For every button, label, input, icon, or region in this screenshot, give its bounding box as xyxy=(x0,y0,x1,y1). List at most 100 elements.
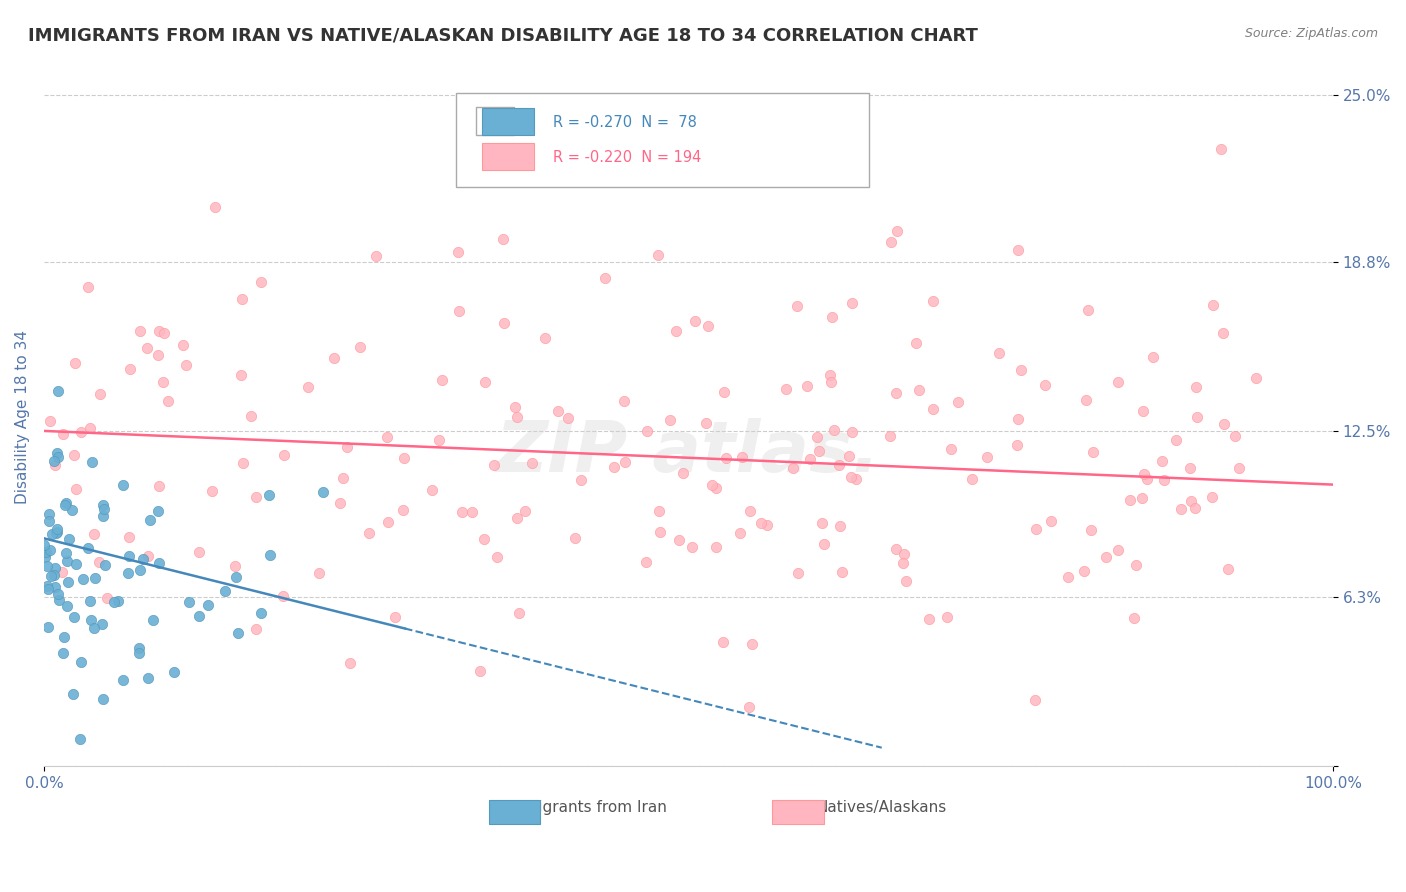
Point xyxy=(79,594,101,608)
Point xyxy=(70,425,93,439)
Point xyxy=(45,524,67,539)
Point xyxy=(117,566,139,581)
Point xyxy=(201,483,224,498)
Point xyxy=(613,455,636,469)
Point xyxy=(831,565,853,579)
Point xyxy=(450,505,472,519)
Point xyxy=(886,224,908,238)
Point xyxy=(1077,302,1099,317)
Point xyxy=(79,421,101,435)
Point xyxy=(841,296,863,310)
Point xyxy=(884,542,907,557)
Point xyxy=(232,456,254,470)
Point xyxy=(704,540,727,554)
Point xyxy=(472,533,495,547)
Point xyxy=(39,568,62,582)
Point xyxy=(447,244,470,259)
Point xyxy=(55,545,77,559)
Point xyxy=(571,473,593,487)
Point xyxy=(1010,362,1032,376)
Point xyxy=(135,341,157,355)
Point xyxy=(60,503,83,517)
Point xyxy=(648,524,671,539)
Point xyxy=(83,527,105,541)
Point xyxy=(38,507,60,521)
Point xyxy=(634,555,657,569)
Point xyxy=(177,595,200,609)
Point xyxy=(786,300,808,314)
Point xyxy=(42,567,65,582)
Point xyxy=(1135,472,1157,486)
Text: Immigrants from Iran: Immigrants from Iran xyxy=(503,800,666,815)
Point xyxy=(204,200,226,214)
Point xyxy=(53,498,76,512)
Point xyxy=(787,566,810,581)
FancyBboxPatch shape xyxy=(475,107,515,135)
Point xyxy=(939,442,962,456)
Point xyxy=(564,531,586,545)
Point xyxy=(818,368,841,382)
Point xyxy=(46,522,69,536)
Point xyxy=(447,304,470,318)
Point xyxy=(37,582,59,596)
Point xyxy=(1170,502,1192,516)
Point xyxy=(89,555,111,569)
Point xyxy=(936,609,959,624)
Point xyxy=(136,672,159,686)
Text: R = -0.270  N =  78: R = -0.270 N = 78 xyxy=(553,115,697,129)
Point xyxy=(80,455,103,469)
Point xyxy=(593,270,616,285)
Point xyxy=(841,425,863,439)
Point xyxy=(375,430,398,444)
Point xyxy=(94,558,117,572)
Point xyxy=(1202,298,1225,312)
Point xyxy=(533,331,555,345)
Point xyxy=(756,518,779,533)
Point xyxy=(226,626,249,640)
Point xyxy=(93,502,115,516)
Point xyxy=(1005,438,1028,452)
Point xyxy=(839,469,862,483)
Point xyxy=(492,317,515,331)
Point xyxy=(35,558,58,573)
Text: Source: ZipAtlas.com: Source: ZipAtlas.com xyxy=(1244,27,1378,40)
Point xyxy=(107,594,129,608)
Point xyxy=(349,341,371,355)
Point xyxy=(879,429,901,443)
Point xyxy=(329,496,352,510)
Point xyxy=(731,450,754,465)
Y-axis label: Disability Age 18 to 34: Disability Age 18 to 34 xyxy=(15,331,30,505)
Point xyxy=(45,526,67,541)
Point xyxy=(648,504,671,518)
Point xyxy=(823,424,845,438)
Point xyxy=(259,548,281,562)
Point xyxy=(46,384,69,398)
Point xyxy=(749,516,772,530)
Point xyxy=(339,656,361,670)
Point xyxy=(90,617,112,632)
Point xyxy=(922,294,945,309)
Point xyxy=(683,314,706,328)
Point xyxy=(46,587,69,601)
Point xyxy=(89,387,111,401)
Point xyxy=(37,620,59,634)
Point xyxy=(129,324,152,338)
Point xyxy=(714,450,737,465)
Point xyxy=(56,599,79,614)
Point xyxy=(1119,492,1142,507)
Point xyxy=(1025,522,1047,536)
Point xyxy=(91,508,114,523)
Point xyxy=(893,547,915,561)
Point xyxy=(152,376,174,390)
Point xyxy=(148,557,170,571)
Point xyxy=(1132,404,1154,418)
Point xyxy=(187,608,209,623)
Point xyxy=(427,433,450,447)
Point xyxy=(162,665,184,680)
Point xyxy=(1184,380,1206,394)
Point xyxy=(44,580,66,594)
Point xyxy=(1125,558,1147,572)
Point xyxy=(547,404,569,418)
Point xyxy=(308,566,330,580)
Point xyxy=(69,731,91,746)
